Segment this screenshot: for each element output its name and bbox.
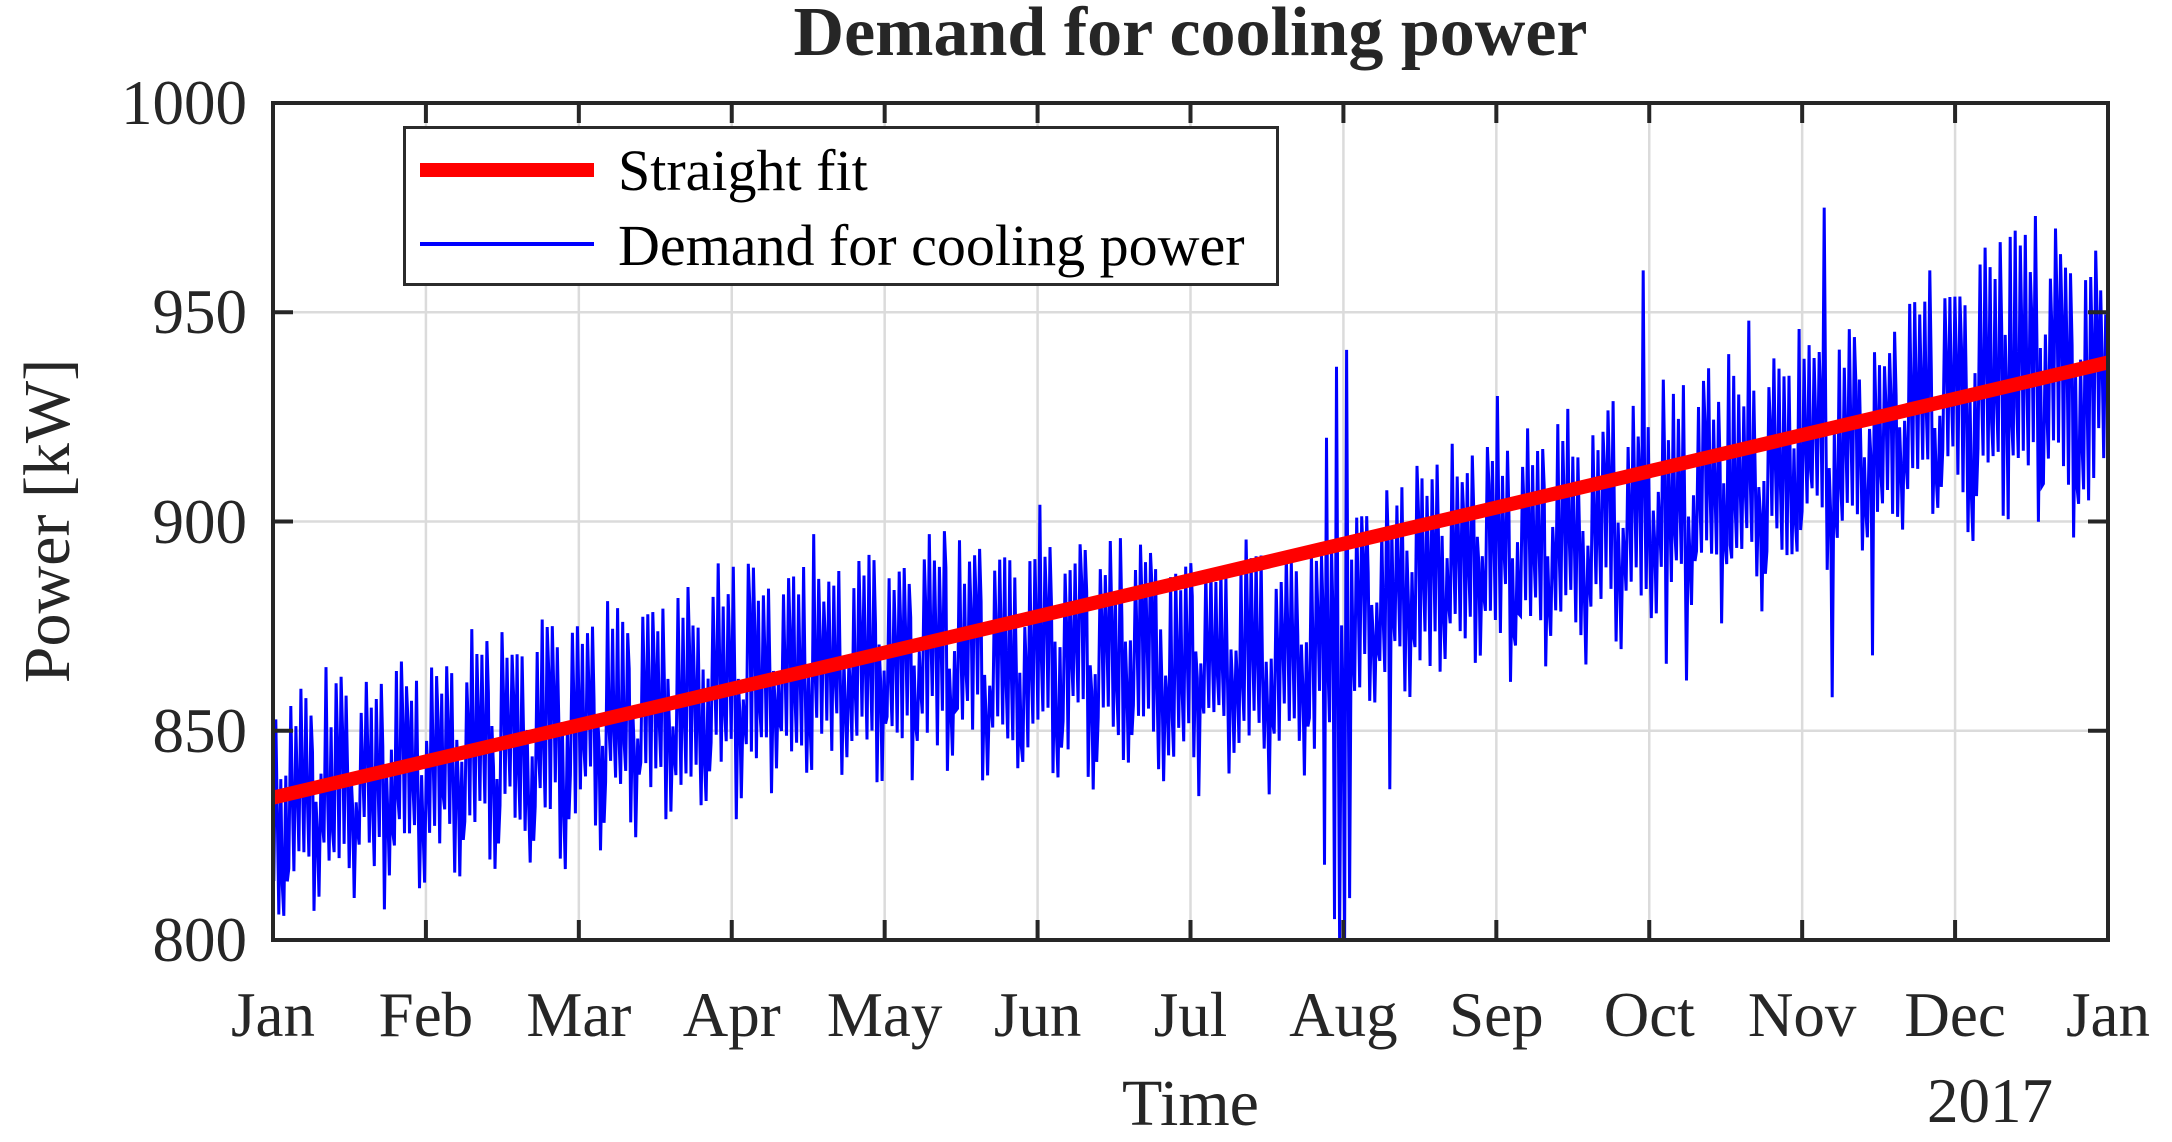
x-tick-label: Aug (1289, 980, 1398, 1050)
x-tick-label: Oct (1603, 980, 1695, 1050)
x-axis-label: Time (1122, 1067, 1259, 1140)
x-tick-label: Nov (1747, 980, 1857, 1050)
chart-title: Demand for cooling power (793, 0, 1588, 71)
straight-fit-series (271, 355, 2110, 805)
x-tick-label: May (826, 980, 943, 1050)
x-axis-year-label: 2017 (1927, 1066, 2053, 1136)
legend-line-demand (420, 242, 594, 246)
y-tick-label: 850 (152, 695, 248, 766)
straight-fit-line (271, 355, 2110, 805)
y-tick-label: 950 (152, 277, 248, 348)
x-tick-label: Apr (682, 980, 781, 1050)
x-tick-label: Jan (231, 980, 315, 1050)
axes-box-and-ticks (271, 101, 2110, 942)
x-tick-label: Jul (1153, 980, 1228, 1050)
y-tick-label: 900 (152, 486, 248, 557)
x-tick-label: Dec (1904, 980, 2006, 1050)
y-tick-label: 1000 (121, 68, 247, 138)
legend: Straight fit Demand for cooling power (403, 126, 1279, 286)
x-tick-label: Jan (2066, 980, 2150, 1050)
legend-line-straight-fit (420, 163, 594, 177)
x-tick-label: Feb (378, 980, 474, 1050)
legend-label-demand: Demand for cooling power (618, 213, 1245, 278)
legend-label-straight-fit: Straight fit (618, 138, 868, 203)
y-tick-label: 800 (152, 905, 248, 975)
x-tick-label: Mar (526, 980, 632, 1050)
x-tick-label: Jun (993, 980, 1082, 1050)
x-tick-label: Sep (1449, 980, 1544, 1050)
